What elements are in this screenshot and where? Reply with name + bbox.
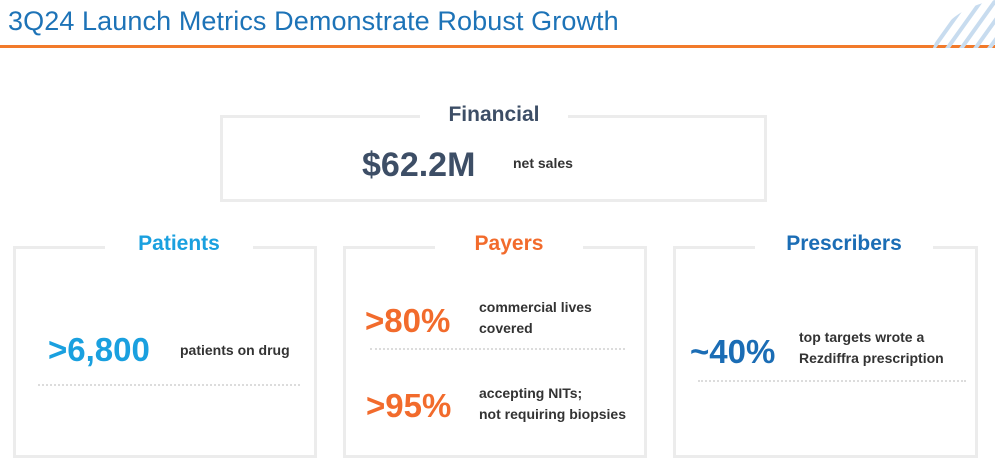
- patients-card: [13, 246, 317, 458]
- financial-card: [220, 115, 767, 202]
- financial-heading: Financial: [420, 103, 568, 127]
- prescribers-card: [673, 246, 978, 458]
- slide-title: 3Q24 Launch Metrics Demonstrate Robust G…: [8, 6, 619, 36]
- patients-value: >6,800: [48, 331, 150, 368]
- patients-label: patients on drug: [180, 342, 290, 358]
- payers-metric-value: >80%: [365, 302, 451, 339]
- payers-metric-label-line1: accepting NITs;: [479, 385, 583, 401]
- prescribers-label-line1: top targets wrote a: [799, 329, 925, 345]
- payers-heading: Payers: [435, 232, 583, 256]
- financial-label: net sales: [513, 155, 573, 171]
- payers-card: [343, 246, 647, 458]
- prescribers-label-line2: Rezdiffra prescription: [799, 350, 944, 366]
- payers-metric-label-line2: covered: [479, 320, 533, 336]
- payers-metric-label-line1: commercial lives: [479, 299, 592, 315]
- prescribers-heading: Prescribers: [755, 232, 933, 256]
- patients-divider: [38, 384, 300, 386]
- prescribers-divider: [698, 380, 966, 382]
- payers-metric-label-line2: not requiring biopsies: [479, 406, 627, 422]
- corner-stripes-decoration: [933, 0, 995, 48]
- patients-heading: Patients: [105, 232, 253, 256]
- payers-metric-value: >95%: [366, 387, 452, 424]
- financial-value: $62.2M: [362, 146, 476, 184]
- payers-divider: [370, 348, 625, 350]
- title-underline: [0, 45, 995, 48]
- prescribers-value: ~40%: [690, 333, 776, 370]
